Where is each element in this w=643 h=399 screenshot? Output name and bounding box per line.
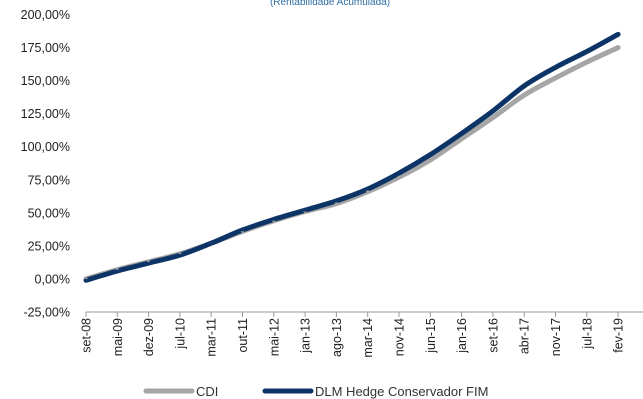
x-tick-label: ago-13 xyxy=(330,318,344,357)
data-point xyxy=(241,228,244,232)
series-line-dlm-hedge-conservador-fim xyxy=(83,31,621,283)
y-tick-label: 75,00% xyxy=(28,173,70,187)
data-point xyxy=(366,187,370,191)
data-point xyxy=(616,46,620,50)
data-point xyxy=(397,171,401,175)
data-point xyxy=(397,175,401,179)
data-point xyxy=(522,93,526,97)
x-tick-label: set-16 xyxy=(486,318,500,353)
data-point xyxy=(84,278,88,282)
data-point xyxy=(147,261,151,265)
data-point xyxy=(366,190,370,194)
y-tick-label: 25,00% xyxy=(28,239,70,253)
y-tick-label: 125,00% xyxy=(21,107,70,121)
data-point xyxy=(585,60,589,64)
data-point xyxy=(303,208,307,212)
x-tick-label: jan-13 xyxy=(299,318,313,354)
y-axis-tick-labels: -25,00% 0,00% 25,00% 50,00% 75,00% 100,00% 125… xyxy=(21,8,70,320)
series-points xyxy=(84,32,620,282)
data-point xyxy=(428,158,432,162)
data-point xyxy=(522,84,526,88)
plot-area xyxy=(83,31,621,283)
data-point xyxy=(491,116,495,120)
x-tick-label: mai-09 xyxy=(111,318,125,356)
x-tick-label: nov-17 xyxy=(549,318,563,356)
x-tick-label: nov-14 xyxy=(393,318,407,356)
x-axis-tick-marks xyxy=(85,312,619,317)
x-axis: set-08 mai-09 dez-09 jul-10 mar-11 out-11 mai-… xyxy=(80,311,643,358)
y-tick-label: 50,00% xyxy=(28,206,70,220)
legend-label-cdi: CDI xyxy=(196,384,218,399)
data-point xyxy=(209,241,213,245)
x-tick-label: mar-11 xyxy=(205,318,219,357)
data-point xyxy=(554,65,557,69)
data-point xyxy=(428,153,432,157)
x-tick-label: dez-09 xyxy=(142,318,156,356)
x-tick-label: mai-12 xyxy=(267,318,281,356)
data-point xyxy=(334,202,338,206)
data-point xyxy=(554,76,557,80)
y-tick-label: 150,00% xyxy=(21,74,70,88)
legend-item-dlm-hedge-conservador-fim: DLM Hedge Conservador FIM xyxy=(262,384,488,399)
x-tick-label: out-11 xyxy=(236,318,250,353)
data-point xyxy=(272,217,276,221)
x-tick-label: set-08 xyxy=(80,318,94,353)
y-tick-label: 175,00% xyxy=(21,41,70,55)
y-tick-label: 200,00% xyxy=(21,8,70,22)
data-point xyxy=(115,269,119,273)
data-point xyxy=(491,109,495,113)
x-tick-label: jan-16 xyxy=(455,318,469,354)
data-point xyxy=(460,132,464,135)
x-tick-label: jun-15 xyxy=(424,318,438,354)
chart-legend: CDI DLM Hedge Conservador FIM xyxy=(143,384,488,399)
legend-item-cdi: CDI xyxy=(143,384,218,399)
series-line-cdi xyxy=(83,45,621,282)
x-tick-label: jul-10 xyxy=(173,318,187,350)
x-tick-label: jul-18 xyxy=(580,318,594,350)
y-tick-label: 0,00% xyxy=(35,272,70,286)
data-point xyxy=(334,199,338,203)
x-tick-label: abr-17 xyxy=(518,318,532,354)
data-point xyxy=(585,50,589,54)
y-axis: -25,00% 0,00% 25,00% 50,00% 75,00% 100,00% 125… xyxy=(21,8,70,320)
legend-label-dlm-hedge-conservador-fim: DLM Hedge Conservador FIM xyxy=(315,384,488,399)
y-tick-label: -25,00% xyxy=(23,306,70,320)
data-point xyxy=(616,32,620,36)
x-tick-label: fev-19 xyxy=(612,318,626,353)
y-tick-label: 100,00% xyxy=(21,140,70,154)
data-point xyxy=(178,253,182,257)
x-axis-tick-labels: set-08 mai-09 dez-09 jul-10 mar-11 out-11 mai-… xyxy=(80,318,626,358)
chart-subtitle: (Rentabilidade Acumulada) xyxy=(270,0,390,8)
data-point xyxy=(460,137,464,141)
x-tick-label: mar-14 xyxy=(361,318,375,358)
